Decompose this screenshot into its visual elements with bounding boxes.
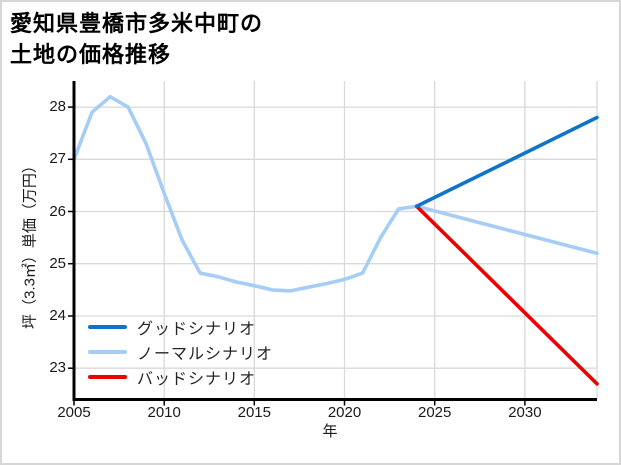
legend-swatch-icon (88, 374, 127, 379)
x-tick-label-2015: 2015 (237, 404, 271, 421)
legend-swatch-icon (88, 324, 127, 329)
x-tick-label-2010: 2010 (147, 404, 181, 421)
x-tick-label-2020: 2020 (327, 404, 362, 421)
legend-item-0[interactable]: グッドシナリオ (88, 314, 273, 339)
legend-swatch-icon (88, 349, 127, 354)
y-tick-label-27: 27 (49, 150, 66, 168)
legend-label: ノーマルシナリオ (137, 345, 274, 363)
line-normal-scenario (414, 204, 599, 256)
y-axis-title: 坪（3.3㎡）単価（万円） (21, 158, 39, 329)
legend: グッドシナリオ ノーマルシナリオ バッドシナリオ (88, 314, 273, 389)
legend-item-1[interactable]: ノーマルシナリオ (88, 339, 273, 364)
line-good-scenario (414, 115, 599, 209)
legend-label: グッドシナリオ (137, 320, 257, 338)
x-tick-label-2025: 2025 (418, 404, 452, 421)
chart-title: 愛知県豊橋市多米中町の 土地の価格推移 (10, 8, 263, 70)
y-tick-label-28: 28 (49, 98, 66, 116)
y-tick-label-25: 25 (49, 254, 66, 272)
x-tick-label-2005: 2005 (57, 404, 91, 421)
x-tick-label-2030: 2030 (508, 404, 542, 421)
y-tick-label-26: 26 (49, 202, 66, 220)
legend-label: バッドシナリオ (137, 370, 257, 388)
chart-title-line1: 愛知県豊橋市多米中町の (10, 11, 264, 36)
line-bad-scenario (414, 204, 599, 386)
x-axis-title: 年 (322, 423, 338, 440)
y-tick-label-24: 24 (49, 307, 66, 324)
chart-title-line2: 土地の価格推移 (10, 42, 172, 67)
y-tick-label-23: 23 (49, 359, 66, 377)
legend-item-2[interactable]: バッドシナリオ (88, 364, 273, 389)
line-historical (72, 94, 419, 293)
